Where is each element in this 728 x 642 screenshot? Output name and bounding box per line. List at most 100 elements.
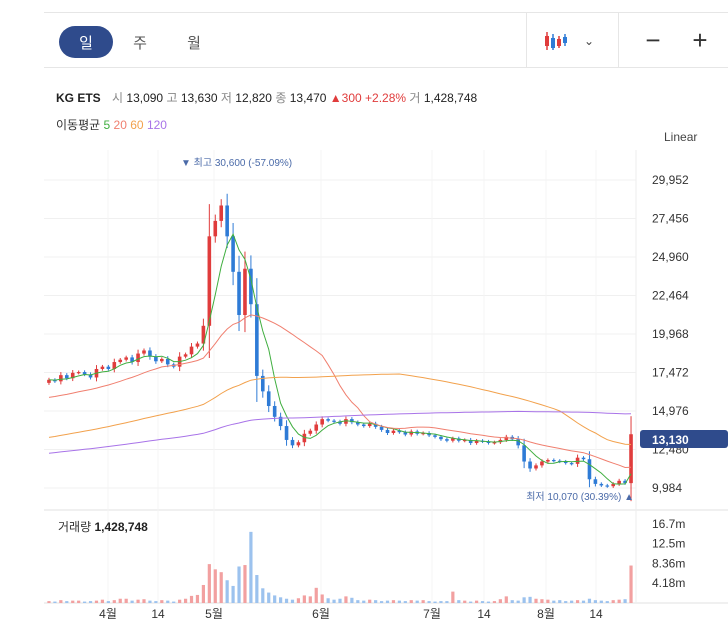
candle-body[interactable] xyxy=(308,430,313,434)
tab-month[interactable]: 월 xyxy=(187,34,201,52)
candle-body[interactable] xyxy=(136,353,140,363)
candle-body[interactable] xyxy=(332,420,336,422)
candle-body[interactable] xyxy=(272,406,277,417)
candle-body[interactable] xyxy=(249,268,253,305)
candle-body[interactable] xyxy=(142,350,146,354)
candle-body[interactable] xyxy=(338,421,342,424)
candle-body[interactable] xyxy=(64,375,69,379)
candle-body[interactable] xyxy=(350,419,354,423)
candle-body[interactable] xyxy=(284,426,289,440)
candle-body[interactable] xyxy=(492,442,497,444)
candle-body[interactable] xyxy=(326,419,330,421)
zoom-out-button[interactable]: − xyxy=(638,25,668,55)
candle-body[interactable] xyxy=(100,366,105,369)
candle-body[interactable] xyxy=(403,432,408,435)
candle-body[interactable] xyxy=(593,479,598,484)
zoom-in-button[interactable]: + xyxy=(685,25,715,55)
candle-body[interactable] xyxy=(516,439,520,446)
candle-body[interactable] xyxy=(462,439,467,442)
candle-body[interactable] xyxy=(160,358,164,362)
candle-body[interactable] xyxy=(260,375,265,392)
candle-body[interactable] xyxy=(296,442,301,446)
candle-body[interactable] xyxy=(468,439,473,444)
candle-body[interactable] xyxy=(207,236,212,326)
candle-body[interactable] xyxy=(367,423,372,427)
candle-body[interactable] xyxy=(302,433,307,443)
candle-body[interactable] xyxy=(575,457,580,464)
candle-body[interactable] xyxy=(451,438,455,441)
candle-body[interactable] xyxy=(225,205,229,237)
candle-body[interactable] xyxy=(361,424,366,427)
candle-body[interactable] xyxy=(213,220,218,237)
ma-20[interactable]: 20 xyxy=(113,118,127,132)
tab-week[interactable]: 주 xyxy=(133,34,147,52)
candle-body[interactable] xyxy=(385,429,390,433)
ma-120[interactable]: 120 xyxy=(146,118,167,132)
candle-body[interactable] xyxy=(106,366,111,369)
candle-body[interactable] xyxy=(546,459,550,462)
candle-body[interactable] xyxy=(124,357,128,360)
candle-body[interactable] xyxy=(421,432,425,435)
candle-body[interactable] xyxy=(237,271,241,315)
candle-body[interactable] xyxy=(563,461,568,464)
candle-body[interactable] xyxy=(112,362,117,369)
candle-body[interactable] xyxy=(379,426,384,430)
candle-body[interactable] xyxy=(611,483,616,487)
candle-body[interactable] xyxy=(623,480,627,484)
candle-body[interactable] xyxy=(356,422,360,425)
ma-5[interactable]: 5 xyxy=(103,118,111,132)
candle-body[interactable] xyxy=(70,372,75,379)
candle-body[interactable] xyxy=(581,457,586,460)
candle-body[interactable] xyxy=(243,268,247,315)
candle-body[interactable] xyxy=(47,379,51,383)
candle-body[interactable] xyxy=(195,343,200,347)
candle-body[interactable] xyxy=(486,441,491,444)
candle-body[interactable] xyxy=(201,325,206,344)
scale-select[interactable]: Linear xyxy=(664,130,698,144)
candle-body[interactable] xyxy=(373,423,378,427)
candle-body[interactable] xyxy=(189,346,194,355)
candle-body[interactable] xyxy=(255,304,259,376)
tab-day[interactable]: 일 xyxy=(59,26,113,58)
candle-body[interactable] xyxy=(165,358,170,365)
candle-body[interactable] xyxy=(528,461,532,469)
chart-type-select[interactable]: ⌄ xyxy=(544,29,604,53)
candle-body[interactable] xyxy=(427,432,431,436)
candle-body[interactable] xyxy=(587,459,592,480)
candle-body[interactable] xyxy=(552,459,556,462)
candle-body[interactable] xyxy=(154,356,158,362)
candle-body[interactable] xyxy=(474,440,479,444)
candle-body[interactable] xyxy=(231,236,235,272)
candle-body[interactable] xyxy=(278,416,283,427)
candle-body[interactable] xyxy=(504,436,509,440)
candle-body[interactable] xyxy=(617,480,621,484)
candle-body[interactable] xyxy=(540,461,544,466)
candle-body[interactable] xyxy=(59,375,63,382)
candle-body[interactable] xyxy=(569,463,574,465)
candle-body[interactable] xyxy=(629,434,633,484)
candle-body[interactable] xyxy=(599,483,604,486)
candle-body[interactable] xyxy=(320,419,324,425)
candle-body[interactable] xyxy=(130,357,134,363)
candle-body[interactable] xyxy=(290,439,295,446)
candle-body[interactable] xyxy=(522,445,526,462)
candle-body[interactable] xyxy=(439,436,443,440)
candle-body[interactable] xyxy=(118,359,123,363)
candle-body[interactable] xyxy=(344,419,348,424)
candle-body[interactable] xyxy=(82,372,87,375)
candle-body[interactable] xyxy=(397,430,402,433)
candle-body[interactable] xyxy=(219,205,224,221)
candle-body[interactable] xyxy=(314,424,319,431)
candle-body[interactable] xyxy=(534,465,538,469)
ma-60[interactable]: 60 xyxy=(130,118,144,132)
candle-body[interactable] xyxy=(409,431,414,435)
candle-body[interactable] xyxy=(445,439,449,441)
candle-body[interactable] xyxy=(88,374,93,378)
candle-body[interactable] xyxy=(391,430,396,433)
candle-body[interactable] xyxy=(605,485,610,487)
candle-body[interactable] xyxy=(266,391,271,407)
candle-body[interactable] xyxy=(76,372,81,374)
candle-body[interactable] xyxy=(433,435,437,437)
candle-body[interactable] xyxy=(183,354,188,357)
